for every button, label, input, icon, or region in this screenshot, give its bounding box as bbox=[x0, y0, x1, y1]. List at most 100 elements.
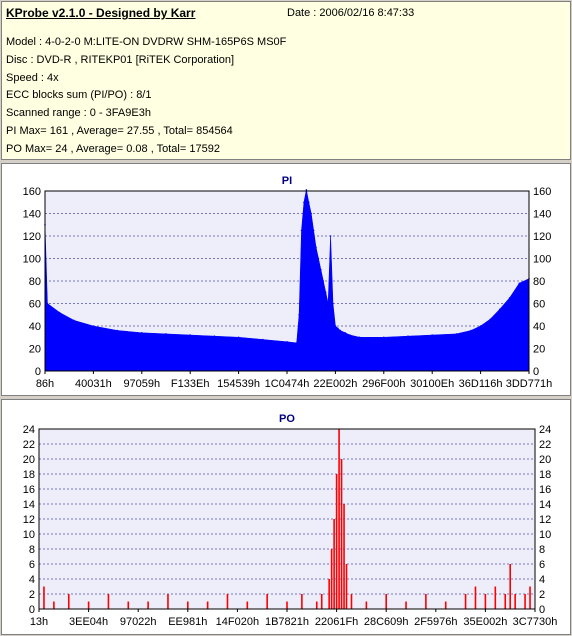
po-bar bbox=[301, 594, 303, 609]
po-ytick-left: 12 bbox=[23, 514, 35, 526]
po-bar bbox=[425, 594, 427, 609]
pi-data-point bbox=[349, 334, 351, 336]
pi-data-point bbox=[92, 325, 95, 327]
po-ytick-right: 2 bbox=[539, 589, 545, 601]
pi-data-point bbox=[322, 280, 325, 282]
pi-data-point bbox=[237, 336, 240, 339]
pi-data-point bbox=[431, 334, 434, 336]
pi-data-point bbox=[479, 325, 482, 327]
po-ytick-right: 18 bbox=[539, 469, 551, 481]
pi-ytick-right: 40 bbox=[533, 321, 545, 333]
pi-data-point bbox=[58, 311, 61, 314]
pi-chart-panel: PI 0 0 20 20 40 40 60 60 80 80 100 100 120 120 140 140 16… bbox=[1, 163, 571, 396]
po-xtick-label: EE981h bbox=[168, 616, 207, 628]
po-bar bbox=[187, 601, 189, 609]
po-ytick-left: 0 bbox=[29, 604, 35, 616]
po-bar bbox=[53, 601, 55, 609]
po-bar bbox=[504, 594, 507, 609]
po-ytick-right: 8 bbox=[539, 544, 545, 556]
pi-xtick-label: 3DD771h bbox=[506, 378, 552, 390]
pi-xtick-label: F133Eh bbox=[171, 378, 210, 390]
po-ytick-left: 14 bbox=[23, 499, 35, 511]
po-ytick-left: 6 bbox=[29, 559, 35, 571]
pi-stats-line: PI Max= 161 , Average= 27.55 , Total= 85… bbox=[6, 125, 233, 137]
po-ytick-left: 4 bbox=[29, 574, 35, 586]
pi-data-point bbox=[508, 297, 511, 299]
model-line: Model : 4-0-2-0 M:LITE-ON DVDRW SHM-165P… bbox=[6, 36, 287, 48]
po-ytick-right: 6 bbox=[539, 559, 545, 571]
info-panel: KProbe v2.1.0 - Designed by Karr Date : … bbox=[1, 1, 571, 160]
pi-data-point bbox=[407, 335, 409, 337]
pi-data-point bbox=[470, 329, 472, 332]
po-ytick-right: 12 bbox=[539, 514, 551, 526]
po-bar bbox=[444, 601, 447, 609]
po-stats-line: PO Max= 24 , Average= 0.08 , Total= 1759… bbox=[6, 143, 220, 155]
po-ytick-right: 20 bbox=[539, 454, 551, 466]
pi-data-point bbox=[337, 327, 339, 330]
po-bar bbox=[484, 594, 487, 609]
ecc-line: ECC blocks sum (PI/PO) : 8/1 bbox=[6, 89, 152, 101]
pi-data-point bbox=[305, 189, 308, 191]
po-ytick-right: 22 bbox=[539, 439, 551, 451]
po-ytick-right: 4 bbox=[539, 574, 545, 586]
pi-data-point bbox=[334, 325, 337, 327]
po-bar bbox=[338, 429, 340, 609]
pi-data-point bbox=[213, 335, 216, 337]
pi-data-point bbox=[358, 336, 361, 339]
pi-data-point bbox=[286, 340, 288, 343]
po-xtick-label: 3C7730h bbox=[513, 616, 558, 628]
po-bar bbox=[335, 474, 338, 609]
pi-data-point bbox=[327, 302, 329, 305]
pi-data-point bbox=[329, 235, 332, 237]
pi-ytick-left: 80 bbox=[29, 276, 41, 288]
pi-xtick-label: 86h bbox=[36, 378, 54, 390]
po-ytick-left: 8 bbox=[29, 544, 35, 556]
po-bar bbox=[385, 594, 387, 609]
po-bar bbox=[340, 459, 343, 609]
pi-xtick-label: 1C0474h bbox=[265, 378, 310, 390]
po-chart-title: PO bbox=[279, 413, 295, 425]
po-bar bbox=[345, 564, 348, 609]
po-ytick-right: 10 bbox=[539, 529, 551, 541]
po-bar bbox=[524, 594, 526, 609]
pi-ytick-left: 20 bbox=[29, 344, 41, 356]
po-bar bbox=[67, 594, 70, 609]
po-ytick-left: 22 bbox=[23, 439, 35, 451]
pi-xtick-label: 97059h bbox=[123, 378, 160, 390]
po-bar bbox=[514, 594, 516, 609]
pi-ytick-right: 80 bbox=[533, 276, 545, 288]
po-bar bbox=[343, 504, 345, 609]
pi-ytick-left: 140 bbox=[23, 209, 41, 221]
pi-ytick-right: 160 bbox=[533, 186, 551, 198]
po-bar bbox=[43, 586, 45, 609]
pi-chart: PI 0 0 20 20 40 40 60 60 80 80 100 100 120 120 140 140 16… bbox=[23, 175, 553, 390]
po-bar bbox=[107, 594, 110, 609]
po-xtick-label: 97022h bbox=[120, 616, 157, 628]
po-xtick-label: 1B7821h bbox=[265, 616, 309, 628]
po-xtick-label: 35E002h bbox=[463, 616, 507, 628]
pi-data-point bbox=[383, 336, 385, 339]
pi-data-point bbox=[320, 268, 322, 271]
pi-data-point bbox=[116, 329, 119, 332]
scan-date: Date : 2006/02/16 8:47:33 bbox=[287, 7, 415, 19]
po-ytick-left: 18 bbox=[23, 469, 35, 481]
po-xtick-label: 22061Fh bbox=[315, 616, 358, 628]
pi-data-point bbox=[303, 201, 305, 204]
disc-line: Disc : DVD-R , RITEKP01 [RiTEK Corporati… bbox=[6, 54, 235, 66]
pi-ytick-right: 140 bbox=[533, 209, 551, 221]
po-xtick-label: 2F5976h bbox=[414, 616, 457, 628]
pi-data-point bbox=[332, 302, 334, 305]
po-bar bbox=[405, 601, 407, 609]
po-ytick-left: 24 bbox=[23, 424, 35, 436]
pi-data-point bbox=[189, 334, 191, 336]
po-chart-panel: PO 0 0 2 2 4 4 6 6 8 8 10 10 12 12 14 14 16 16 18 18 20 20 22 22… bbox=[1, 399, 571, 635]
po-bar bbox=[474, 586, 477, 609]
po-bar bbox=[529, 586, 531, 609]
po-xtick-label: 28C609h bbox=[364, 616, 409, 628]
po-ytick-right: 14 bbox=[539, 499, 551, 511]
po-ytick-left: 16 bbox=[23, 484, 35, 496]
po-ytick-right: 0 bbox=[539, 604, 545, 616]
pi-data-point bbox=[315, 246, 317, 249]
app-title: KProbe v2.1.0 - Designed by Karr bbox=[6, 6, 196, 20]
